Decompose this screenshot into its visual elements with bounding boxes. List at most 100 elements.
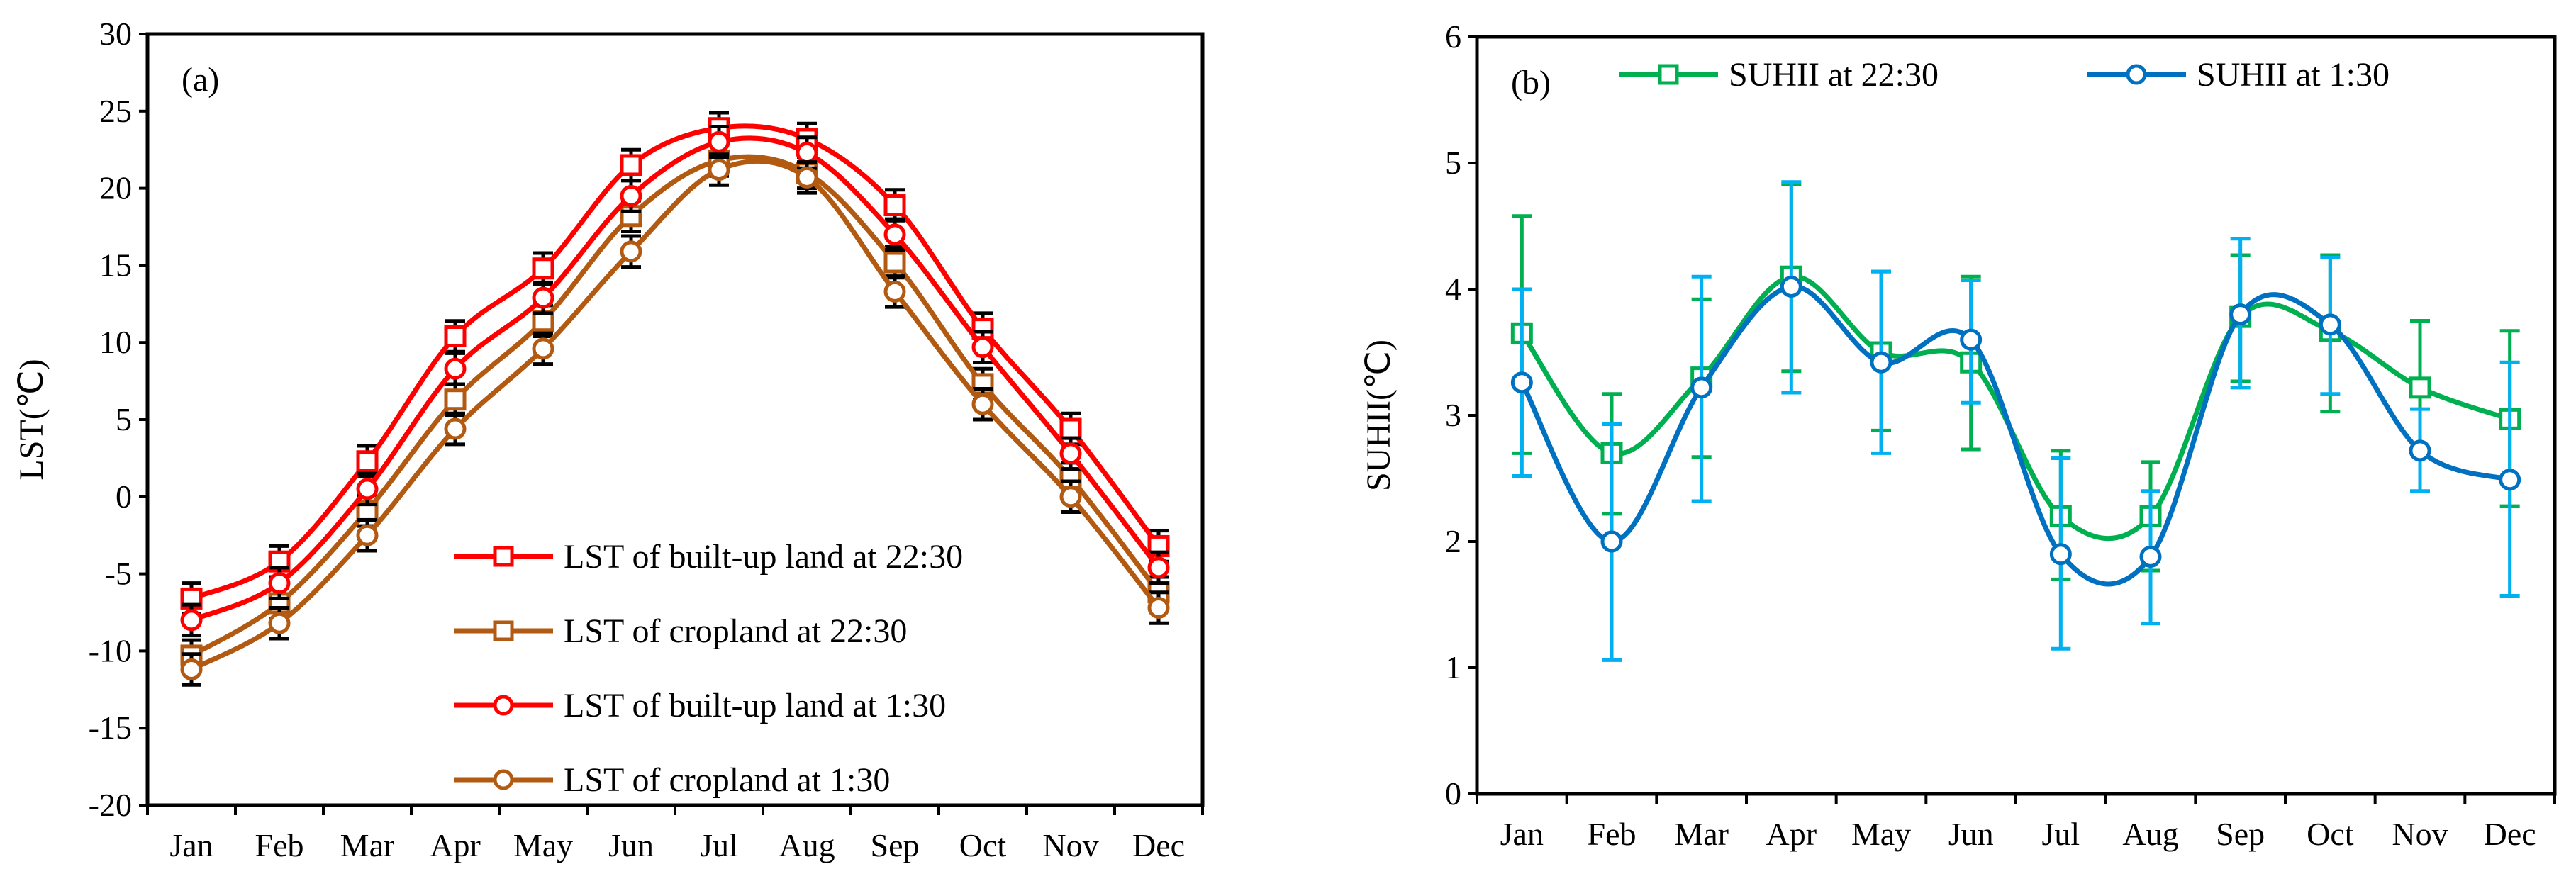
data-point-circle: [180, 658, 203, 681]
legend: SUHII at 22:30 SUHII at 1:30: [1619, 56, 2390, 94]
data-point-circle: [2229, 303, 2252, 326]
x-tick-label: Jan: [169, 827, 213, 863]
panel-label: (a): [182, 61, 219, 99]
data-point-circle: [1960, 328, 1983, 351]
y-tick-label: 6: [1445, 18, 1461, 55]
data-point-circle: [620, 240, 642, 263]
data-point-square: [532, 257, 554, 280]
data-point-square: [493, 546, 514, 567]
data-point-circle: [532, 337, 554, 360]
data-point-circle: [796, 142, 818, 164]
x-tick-label: Jun: [1948, 816, 1994, 852]
legend: LST of built-up land at 22:30 LST of crop…: [454, 538, 963, 799]
data-point-square: [493, 620, 514, 641]
data-point-circle: [1870, 351, 1892, 374]
data-point-square: [883, 251, 906, 274]
x-tick-label: Nov: [2392, 816, 2448, 852]
data-point-circle: [444, 417, 467, 440]
data-point-circle: [883, 223, 906, 246]
data-point-square: [444, 388, 467, 411]
y-tick-label: 15: [99, 247, 132, 283]
x-tick-label: Jul: [700, 827, 738, 863]
y-axis-label: SUHII(℃): [1360, 340, 1398, 491]
data-point-circle: [1510, 371, 1533, 394]
x-tick-label: Dec: [2484, 816, 2536, 852]
data-point-circle: [493, 695, 514, 716]
data-point-circle: [1147, 596, 1170, 619]
legend-label: LST of built-up land at 22:30: [564, 538, 963, 576]
chart-a: -20 -15 -10 -5 0 5 10 15 20 25 30 Jan Feb Mar Apr May Ju…: [13, 16, 1205, 863]
data-point-circle: [493, 769, 514, 790]
x-tick-label: Aug: [779, 827, 835, 863]
data-point-circle: [356, 478, 379, 500]
x-tick-label: Jan: [1500, 816, 1544, 852]
legend-label: LST of built-up land at 1:30: [564, 687, 946, 724]
y-tick-label: 30: [99, 16, 132, 52]
data-point-square: [444, 325, 467, 347]
y-tick-label: -5: [105, 556, 132, 592]
data-point-circle: [444, 357, 467, 380]
x-tick-label: Aug: [2122, 816, 2178, 852]
data-point-square: [883, 194, 906, 217]
series-suhii-at-22-30: [1510, 182, 2521, 581]
x-tick-label: May: [1851, 816, 1911, 852]
data-point-circle: [1780, 275, 1802, 298]
x-tick-label: Jun: [608, 827, 654, 863]
series-suhii-at-1-30: [1510, 180, 2521, 662]
data-point-circle: [1147, 556, 1170, 579]
x-tick-label: Oct: [2307, 816, 2354, 852]
x-tick-label: Apr: [430, 827, 481, 863]
panel-label: (b): [1511, 64, 1551, 101]
y-tick-label: 5: [116, 401, 132, 437]
data-point-circle: [1059, 442, 1082, 465]
x-tick-label: Nov: [1042, 827, 1098, 863]
series-line: [190, 154, 1161, 658]
y-tick-label: 1: [1445, 649, 1461, 685]
y-tick-label: 20: [99, 170, 132, 206]
data-point-circle: [971, 393, 994, 415]
y-tick-label: -15: [89, 710, 132, 746]
y-tick-label: 3: [1445, 397, 1461, 433]
y-tick-label: 0: [1445, 775, 1461, 812]
legend-label: SUHII at 1:30: [2197, 56, 2390, 94]
chart-b: 0 1 2 3 4 5 6 Jan Feb Mar Apr May Jun Jul Aug Sep Oct Nov…: [1360, 18, 2557, 852]
data-point-circle: [356, 524, 379, 546]
data-point-circle: [2409, 439, 2431, 462]
data-point-circle: [268, 612, 291, 634]
data-point-circle: [1059, 486, 1082, 508]
legend-label: LST of cropland at 22:30: [564, 612, 907, 650]
x-tick-label: Mar: [340, 827, 395, 863]
x-tick-label: May: [513, 827, 573, 863]
data-point-square: [1658, 64, 1679, 85]
x-tick-label: Mar: [1674, 816, 1729, 852]
x-tick-label: Jul: [2041, 816, 2080, 852]
data-point-square: [620, 154, 642, 176]
y-tick-label: 0: [116, 478, 132, 515]
legend-label: LST of cropland at 1:30: [564, 761, 890, 799]
data-point-circle: [708, 158, 730, 181]
x-tick-label: Apr: [1766, 816, 1817, 852]
data-point-circle: [532, 286, 554, 309]
data-point-circle: [180, 609, 203, 632]
data-point-circle: [2049, 543, 2072, 566]
x-tick-label: Feb: [255, 827, 304, 863]
data-point-square: [2409, 376, 2431, 399]
x-tick-label: Dec: [1132, 827, 1185, 863]
x-tick-label: Sep: [2216, 816, 2265, 852]
y-axis-label: LST(℃): [13, 359, 50, 480]
data-point-circle: [708, 130, 730, 153]
y-tick-label: 4: [1445, 271, 1461, 307]
x-tick-label: Feb: [1588, 816, 1637, 852]
data-point-circle: [620, 184, 642, 207]
data-point-circle: [883, 280, 906, 303]
data-point-circle: [268, 572, 291, 595]
data-point-circle: [1600, 530, 1623, 553]
y-tick-label: -10: [89, 632, 132, 668]
y-tick-label: 2: [1445, 523, 1461, 559]
x-tick-label: Oct: [959, 827, 1007, 863]
series-line: [1520, 274, 2511, 542]
y-tick-label: 25: [99, 93, 132, 129]
y-tick-label: 10: [99, 324, 132, 360]
x-tick-label: Sep: [871, 827, 920, 863]
